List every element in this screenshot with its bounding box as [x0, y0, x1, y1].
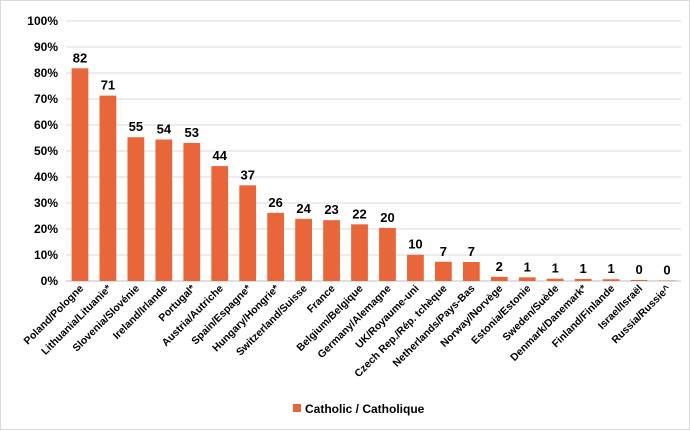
data-label: 20	[380, 210, 394, 225]
data-label: 1	[607, 261, 614, 276]
bar	[407, 254, 424, 281]
y-tick-label: 40%	[34, 170, 58, 184]
bar	[546, 278, 564, 281]
data-label: 71	[101, 78, 115, 93]
y-tick-label: 80%	[34, 66, 58, 80]
data-label: 82	[73, 50, 87, 65]
bar	[658, 280, 676, 281]
data-label: 2	[496, 259, 503, 274]
bar	[518, 277, 536, 281]
y-tick-label: 0%	[41, 274, 59, 288]
y-tick-label: 90%	[34, 40, 58, 54]
bar	[323, 220, 340, 281]
data-label: 1	[580, 261, 587, 276]
data-label: 26	[268, 195, 282, 210]
y-tick-label: 50%	[34, 144, 58, 158]
bar	[630, 279, 648, 281]
y-tick-label: 30%	[34, 196, 58, 210]
bar	[435, 261, 452, 281]
bar	[462, 262, 480, 281]
bar	[295, 218, 312, 281]
bar	[574, 278, 592, 281]
data-label: 53	[185, 125, 199, 140]
y-tick-label: 20%	[34, 222, 58, 236]
bar	[351, 224, 368, 281]
data-label: 54	[157, 122, 172, 137]
bar	[267, 212, 285, 281]
legend-label: Catholic / Catholique	[305, 402, 425, 416]
bar	[602, 279, 620, 281]
bar	[183, 142, 201, 281]
bar	[127, 137, 145, 281]
data-label: 0	[663, 262, 670, 277]
bars	[71, 68, 676, 282]
bar	[99, 95, 117, 282]
data-label: 55	[129, 119, 143, 134]
legend: Catholic / Catholique	[293, 402, 425, 416]
bar	[379, 227, 396, 281]
data-label: 44	[213, 148, 228, 163]
bar	[239, 185, 257, 281]
legend-swatch	[293, 404, 301, 412]
y-tick-label: 70%	[34, 92, 58, 106]
data-label: 7	[440, 244, 447, 259]
bar	[155, 139, 173, 281]
data-label: 0	[635, 262, 642, 277]
data-label: 22	[352, 206, 366, 221]
x-axis: Poland/PologneLithuania/Lituanie*Sloveni…	[22, 282, 674, 380]
y-axis: 0% 10% 20% 30% 40% 50% 60% 70% 80% 90% 100%	[27, 14, 58, 288]
data-label: 24	[296, 201, 311, 216]
y-tick-label: 100%	[27, 14, 58, 28]
data-label: 7	[468, 244, 475, 259]
data-label: 23	[324, 202, 338, 217]
y-tick-label: 60%	[34, 118, 58, 132]
bar	[490, 276, 508, 281]
y-tick-label: 10%	[34, 248, 58, 262]
data-label: 1	[552, 261, 559, 276]
bar	[211, 166, 229, 281]
data-label: 1	[524, 259, 531, 274]
bar	[71, 68, 89, 281]
data-label: 10	[408, 237, 422, 252]
data-label: 37	[240, 167, 254, 182]
